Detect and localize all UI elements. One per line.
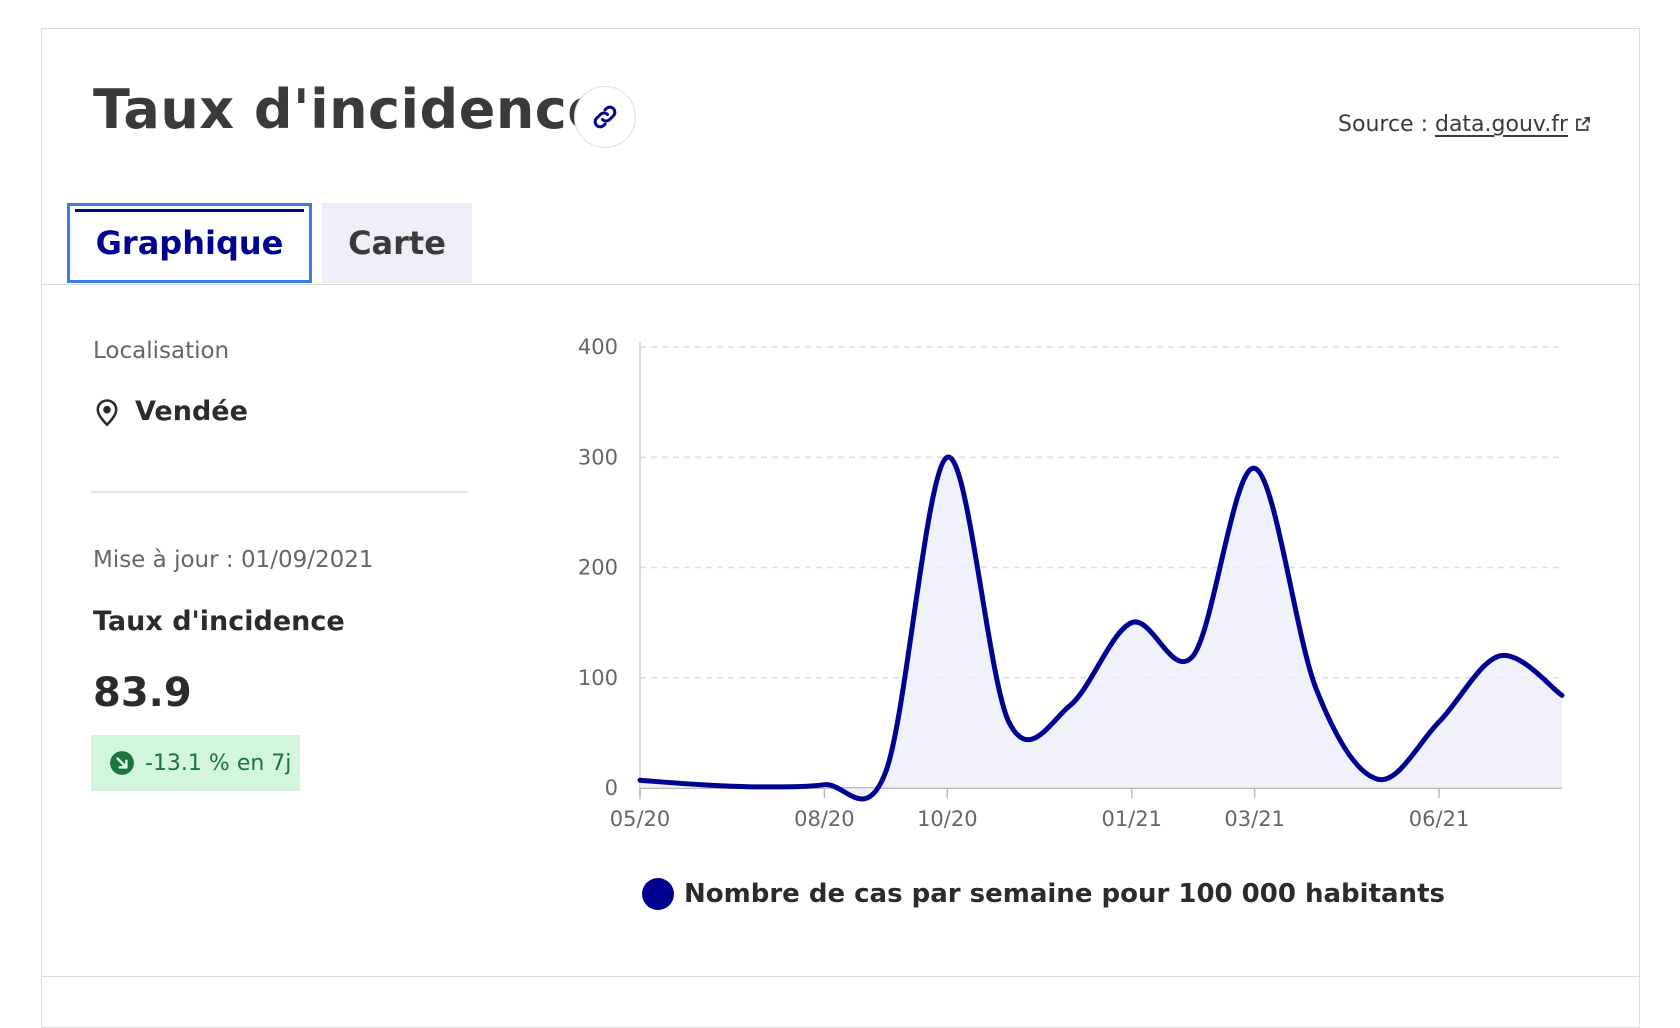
- x-tick-label: 05/20: [610, 807, 671, 831]
- card-bottom-divider: [41, 976, 1640, 977]
- chart-legend: Nombre de cas par semaine pour 100 000 h…: [642, 878, 1445, 910]
- y-tick-label: 0: [605, 776, 618, 800]
- y-tick-label: 400: [578, 335, 618, 359]
- y-tick-label: 200: [578, 556, 618, 580]
- x-tick-label: 06/21: [1409, 807, 1470, 831]
- y-tick-label: 300: [578, 445, 618, 469]
- x-tick-label: 01/21: [1101, 807, 1162, 831]
- legend-label: Nombre de cas par semaine pour 100 000 h…: [684, 879, 1445, 909]
- y-tick-label: 100: [578, 666, 618, 690]
- x-tick-label: 03/21: [1224, 807, 1285, 831]
- incidence-chart: 0 100 200 300 400 05/20 08/20 10/20 01/21 03/21 06…: [0, 0, 1680, 986]
- legend-marker: [642, 878, 674, 910]
- x-tick-label: 10/20: [917, 807, 978, 831]
- x-tick-label: 08/20: [794, 807, 855, 831]
- series-area: [640, 457, 1562, 799]
